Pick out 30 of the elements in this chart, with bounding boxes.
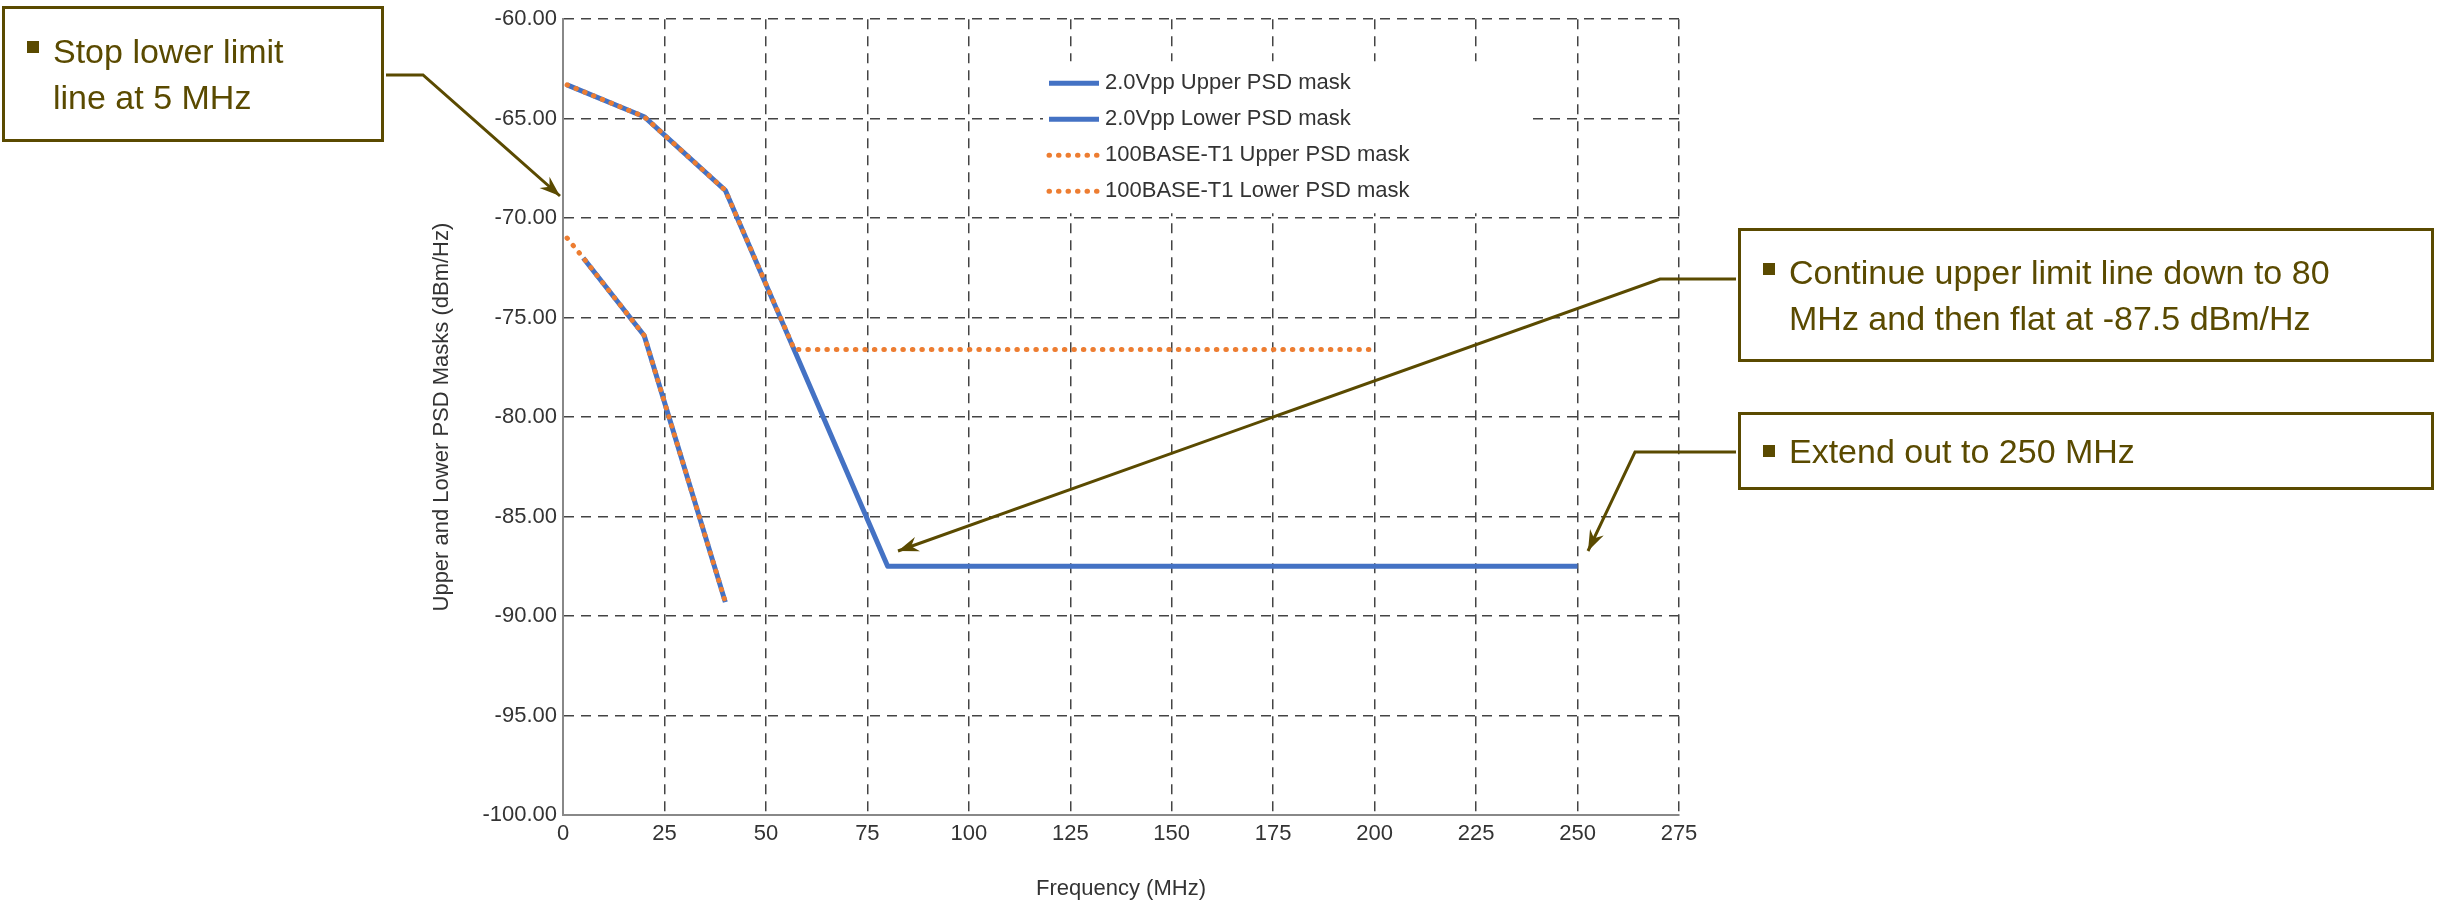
y-axis-title: Upper and Lower PSD Masks (dBm/Hz) <box>428 222 454 612</box>
y-tick-label: -65.00 <box>494 104 557 130</box>
x-tick-label: 0 <box>556 820 570 846</box>
text: Extend out to 250 MHz <box>1789 431 2136 472</box>
legend-label: 2.0Vpp Lower PSD mask <box>1105 105 1352 131</box>
x-tick-label: 125 <box>1051 820 1089 846</box>
x-tick-label: 50 <box>753 820 779 846</box>
x-tick-label: 75 <box>855 820 880 846</box>
x-tick-label: 250 <box>1559 820 1596 846</box>
y-tick-label: -95.00 <box>494 701 557 727</box>
x-tick-label: 25 <box>652 820 677 846</box>
x-tick-label: 275 <box>1660 820 1698 846</box>
y-tick-label: -100.00 <box>482 801 557 827</box>
y-tick-label: -60.00 <box>494 5 557 31</box>
legend-label: 100BASE-T1 Upper PSD mask <box>1105 141 1411 167</box>
y-tick-label: -85.00 <box>494 502 557 528</box>
legend-label: 100BASE-T1 Lower PSD mask <box>1105 177 1411 203</box>
x-tick-label: 100 <box>950 820 988 846</box>
legend-label: 2.0Vpp Upper PSD mask <box>1105 69 1352 95</box>
x-tick-label: 175 <box>1254 820 1292 846</box>
x-axis-title: Frequency (MHz) <box>1036 874 1206 900</box>
text: Continue upper limit line down to 80 MHz and then flat at -87.5 dBm/Hz <box>1789 252 2331 339</box>
y-tick-label: -75.00 <box>494 303 557 329</box>
y-tick-label: -70.00 <box>494 204 557 230</box>
x-tick-label: 200 <box>1356 820 1393 846</box>
text: Stop lower limit line at 5 MHz <box>53 31 285 118</box>
x-tick-label: 150 <box>1153 820 1191 846</box>
x-tick-label: 225 <box>1457 820 1495 846</box>
y-tick-label: -90.00 <box>494 602 557 628</box>
y-tick-label: -80.00 <box>494 403 557 429</box>
